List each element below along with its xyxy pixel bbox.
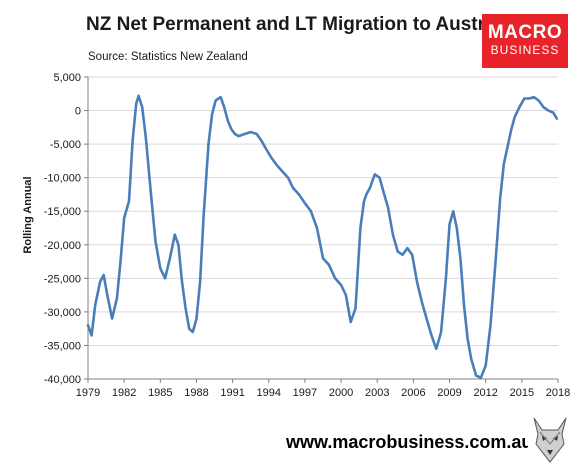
logo-line-1: MACRO [487, 22, 563, 43]
logo-line-2: BUSINESS [490, 43, 560, 57]
wolf-icon [528, 414, 572, 464]
x-tick-label: 2009 [437, 387, 461, 399]
x-tick-label: 2003 [365, 387, 389, 399]
y-axis-label: Rolling Annual [22, 176, 34, 253]
y-tick-label: -5,000 [50, 139, 81, 151]
x-tick-label: 2015 [510, 387, 534, 399]
x-tick-label: 1994 [257, 387, 281, 399]
chart-title: NZ Net Permanent and LT Migration to Aus… [86, 14, 517, 35]
x-tick-label: 1991 [220, 387, 244, 399]
y-tick-label: -10,000 [44, 173, 81, 185]
y-tick-label: -15,000 [44, 206, 81, 218]
gridlines [88, 76, 558, 380]
chart-subtitle: Source: Statistics New Zealand [88, 51, 248, 63]
macrobusiness-logo: MACRO BUSINESS [482, 14, 568, 68]
x-axis-ticks: 1979 1982 1985 1988 1991 1994 1997 2000 2003 2006… [76, 379, 570, 399]
x-tick-label: 2006 [401, 387, 425, 399]
series-line [86, 94, 559, 380]
series-group [86, 94, 559, 380]
x-tick-label: 2012 [473, 387, 497, 399]
x-tick-label: 1979 [76, 387, 100, 399]
y-tick-label: -20,000 [44, 240, 81, 252]
footer-url: www.macrobusiness.com.au [286, 432, 533, 452]
y-tick-label: -30,000 [44, 307, 81, 319]
y-tick-label: 0 [75, 106, 81, 118]
y-axis-ticks: 5,000 0 -5,000 -10,000 -15,000 -20,000 -25,000… [44, 72, 88, 386]
x-tick-label: 2018 [546, 387, 570, 399]
y-tick-label: -35,000 [44, 340, 81, 352]
y-tick-label: -25,000 [44, 273, 81, 285]
x-tick-label: 1985 [148, 387, 172, 399]
x-tick-label: 2000 [329, 387, 353, 399]
axes [87, 77, 558, 380]
x-tick-label: 1988 [184, 387, 208, 399]
y-tick-label: 5,000 [53, 72, 81, 84]
y-tick-label: -40,000 [44, 374, 81, 386]
x-tick-label: 1997 [293, 387, 317, 399]
x-tick-label: 1982 [112, 387, 136, 399]
